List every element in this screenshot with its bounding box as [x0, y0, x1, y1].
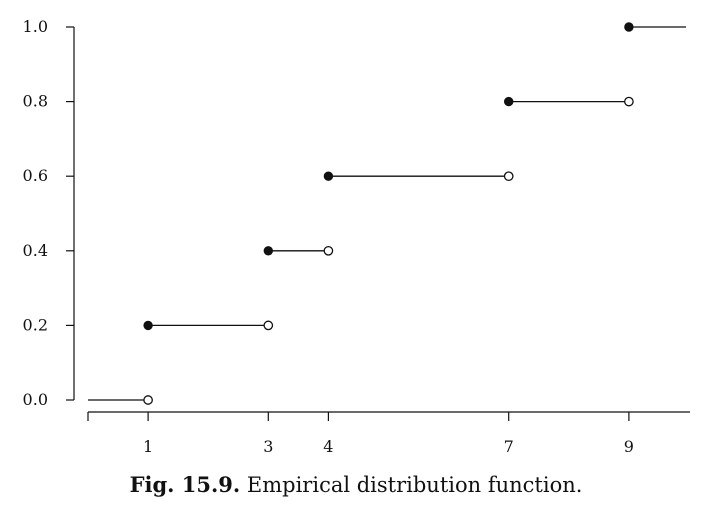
open-point — [263, 320, 274, 331]
y-tick-label: 0.4 — [23, 241, 48, 260]
y-tick-label: 1.0 — [23, 17, 48, 36]
step-segments — [88, 22, 686, 405]
closed-point — [504, 96, 514, 107]
open-point — [143, 395, 153, 405]
y-tick-label: 0.2 — [23, 315, 48, 334]
x-tick-label: 4 — [323, 437, 333, 456]
x-tick-label: 7 — [504, 437, 514, 456]
open-point — [503, 171, 514, 182]
caption-label: Fig. 15.9. — [129, 472, 241, 497]
open-point — [624, 96, 634, 107]
axes: 0.0 0.2 0.4 0.6 0.8 1.0 1 3 4 7 9 — [23, 17, 690, 456]
closed-point — [624, 22, 634, 32]
x-tick-label: 9 — [624, 437, 634, 456]
caption-text: Empirical distribution function. — [246, 473, 583, 497]
open-point — [323, 245, 334, 256]
y-tick-label: 0.6 — [23, 166, 48, 185]
figure-caption: Fig. 15.9. Empirical distribution functi… — [0, 472, 712, 497]
x-tick-label: 3 — [263, 437, 273, 456]
y-tick-label: 0.8 — [23, 92, 48, 111]
y-tick-label: 0.0 — [23, 390, 48, 409]
closed-point — [143, 320, 153, 331]
closed-point — [263, 246, 273, 256]
x-tick-label: 1 — [143, 437, 153, 456]
edf-chart: 0.0 0.2 0.4 0.6 0.8 1.0 1 3 4 7 9 — [23, 17, 690, 456]
closed-point — [323, 171, 334, 181]
